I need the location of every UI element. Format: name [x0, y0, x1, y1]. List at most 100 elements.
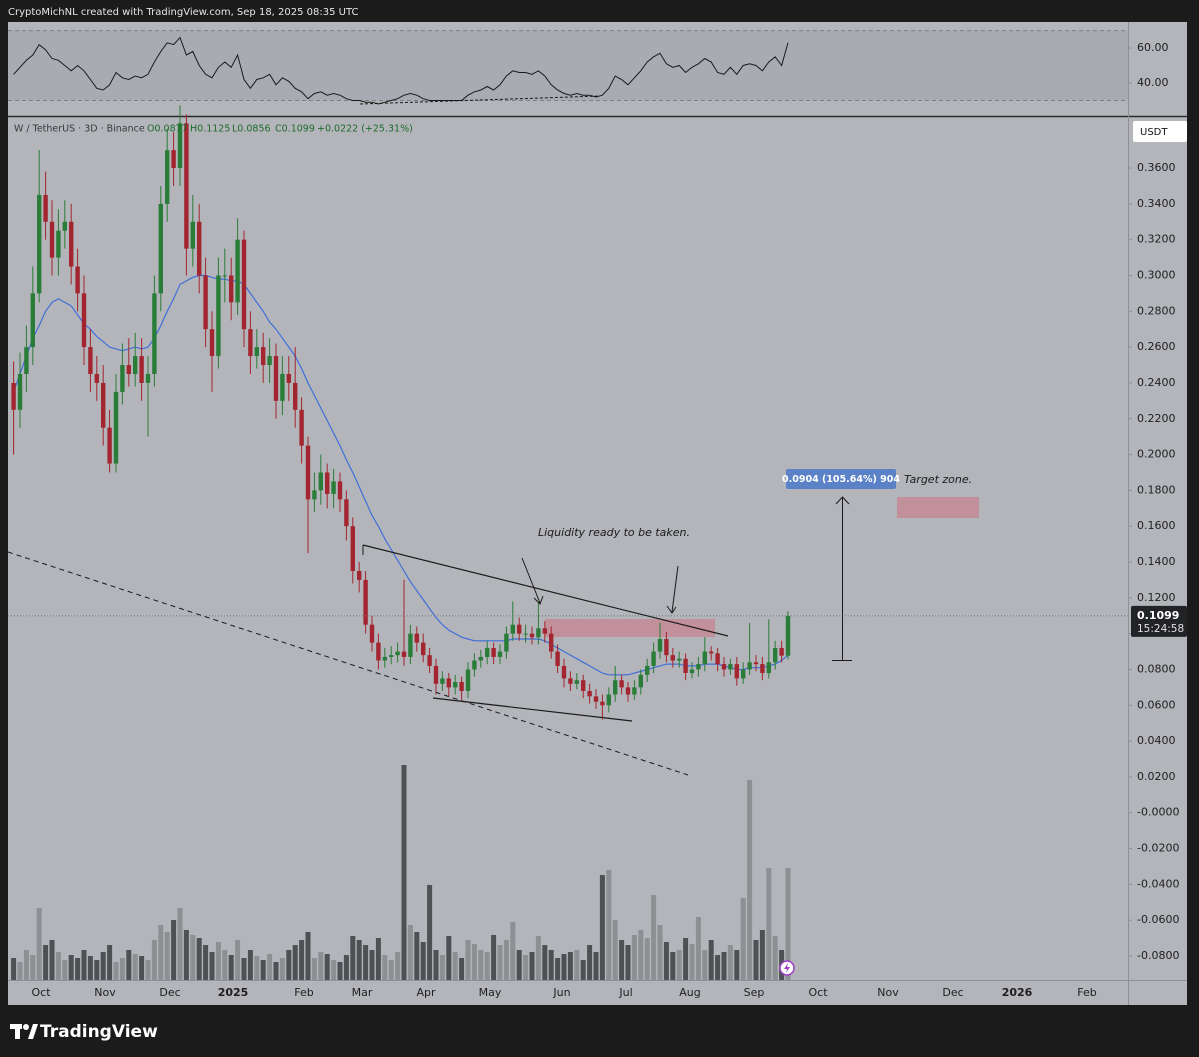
- candle-body: [363, 579, 368, 625]
- candle-body: [177, 123, 183, 169]
- candle-body: [299, 409, 304, 446]
- volume-bar: [260, 960, 266, 980]
- volume-bar: [267, 954, 273, 980]
- x-tick-label: Jun: [552, 986, 570, 999]
- rsi-band: [8, 30, 1128, 101]
- volume-bar: [196, 938, 202, 980]
- x-tick-label: Oct: [31, 986, 51, 999]
- candle-body: [587, 690, 592, 697]
- y-tick-label: 0.1600: [1137, 519, 1176, 532]
- candle-body: [478, 656, 483, 661]
- volume-bar: [407, 925, 413, 980]
- candle-body: [261, 347, 266, 366]
- candle-body: [43, 194, 48, 222]
- candle-body: [331, 481, 336, 494]
- rsi-tick-label: 40.00: [1137, 76, 1169, 89]
- ohlc-legend: C0.1099: [275, 124, 315, 135]
- volume-bar: [401, 765, 407, 980]
- volume-bar: [55, 952, 61, 980]
- volume-bar: [747, 780, 753, 980]
- candle-body: [427, 655, 432, 666]
- candle-body: [523, 633, 528, 635]
- y-tick-label: 0.3600: [1137, 161, 1176, 174]
- volume-bar: [100, 952, 106, 980]
- currency-box: [1133, 121, 1187, 142]
- rsi-tick-label: 60.00: [1137, 41, 1169, 54]
- candle-body: [190, 221, 195, 249]
- candle-body: [280, 373, 285, 401]
- candle-body: [139, 356, 144, 383]
- volume-bar: [695, 917, 701, 980]
- volume-bar: [631, 935, 637, 980]
- volume-bar: [689, 944, 695, 980]
- arrow: [671, 565, 679, 613]
- volume-bar: [17, 962, 23, 980]
- annotation-text: Liquidity ready to be taken.: [538, 526, 690, 539]
- candle-body: [632, 687, 637, 695]
- candle-body: [312, 490, 317, 500]
- candle-body: [568, 678, 573, 684]
- volume-bar: [279, 958, 285, 980]
- volume-bar: [151, 940, 157, 980]
- arrow-head: [533, 595, 544, 605]
- volume-bar: [772, 936, 778, 980]
- candle-body: [728, 664, 733, 670]
- candle-body: [581, 680, 586, 691]
- candle-body: [267, 356, 272, 366]
- volume-bar: [30, 955, 36, 980]
- volume-bar: [75, 958, 81, 980]
- candle-body: [171, 150, 176, 169]
- measure-label-box: [786, 469, 896, 489]
- volume-bar: [183, 930, 189, 980]
- candle-body: [472, 660, 477, 670]
- candle-body: [785, 615, 791, 656]
- candle-body: [517, 624, 522, 634]
- volume-bar: [657, 925, 663, 980]
- candle-body: [510, 624, 515, 634]
- liquidity-zone: [545, 619, 715, 637]
- y-tick-label: 0.3000: [1137, 268, 1176, 281]
- volume-bar: [510, 922, 516, 980]
- y-tick-label: -0.0600: [1137, 913, 1179, 926]
- candle-body: [459, 682, 464, 691]
- candle-body: [734, 664, 739, 679]
- y-tick-label: 0.2400: [1137, 376, 1176, 389]
- rsi-line: [13, 36, 789, 105]
- volume-bar: [222, 950, 228, 980]
- volume-bar: [606, 870, 612, 980]
- volume-bar: [247, 950, 253, 980]
- volume-bar: [452, 952, 458, 980]
- candle-body: [209, 329, 215, 357]
- candle-body: [113, 391, 119, 464]
- rsi-layer: 60.00 40.00: [8, 30, 1169, 105]
- moving-average: [13, 274, 789, 676]
- volume-bar: [683, 938, 689, 980]
- y-tick-label: -0.0400: [1137, 877, 1179, 890]
- volume-bar: [113, 962, 119, 980]
- candle-body: [75, 266, 80, 294]
- volume-bar: [119, 958, 125, 980]
- volume-bar: [491, 935, 497, 980]
- logo-part: [28, 1024, 38, 1039]
- currency-label: USDT: [1140, 127, 1168, 138]
- volume-bar: [625, 945, 631, 980]
- candle-body: [760, 664, 765, 674]
- candle-body: [344, 499, 349, 527]
- candle-body: [497, 651, 503, 657]
- volume-bar: [574, 950, 580, 980]
- volume-bar: [337, 962, 343, 980]
- candle-body: [81, 293, 87, 348]
- volume-bar: [286, 950, 292, 980]
- candle-body: [120, 365, 125, 392]
- y-tick-label: 0.0200: [1137, 770, 1176, 783]
- volume-bar: [644, 938, 650, 980]
- candle-body: [56, 230, 61, 258]
- volume-bar: [516, 950, 522, 980]
- candle-body: [440, 678, 445, 684]
- candle-body: [702, 651, 707, 665]
- candle-body: [645, 665, 650, 675]
- volume-bar: [62, 960, 68, 980]
- price-tag-countdown: 15:24:58: [1137, 623, 1184, 635]
- volume-bar: [254, 956, 260, 980]
- candle-body: [766, 662, 771, 674]
